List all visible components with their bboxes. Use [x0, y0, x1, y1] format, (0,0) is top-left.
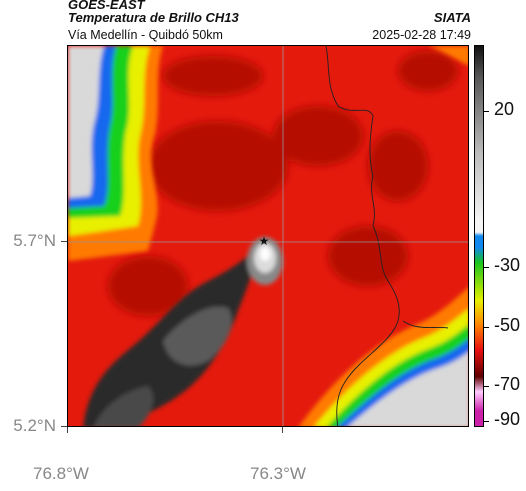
lon-tick-mark	[282, 427, 283, 433]
product-name: GOES-EAST	[68, 0, 145, 12]
colorbar-tick-label: -90	[494, 409, 521, 429]
colorbar-tick-mark	[484, 111, 489, 112]
lat-tick-label: 5.2°N	[13, 416, 56, 435]
south-east-cloud-bands	[299, 46, 468, 426]
map-title: Temperatura de Brillo CH13	[68, 10, 239, 25]
colorbar	[474, 45, 484, 427]
colorbar-tick-mark	[484, 421, 489, 422]
north-west-cloud-bands	[68, 46, 163, 261]
deep-red-patches	[108, 51, 458, 316]
lat-tick-mark	[61, 426, 67, 427]
subtitle-row: Vía Medellín - Quibdó 50km 2025-02-28 17…	[68, 28, 471, 44]
colorbar-tick-label: -70	[494, 374, 521, 394]
border-line	[325, 46, 400, 426]
colorbar-tick-mark	[484, 386, 489, 387]
datetime-label: 2025-02-28 17:49	[372, 28, 471, 42]
title-row: Temperatura de Brillo CH13 SIATA	[68, 10, 471, 26]
source-label: SIATA	[433, 10, 471, 25]
lon-tick-label: 76.8°W	[33, 464, 89, 483]
region-label: Vía Medellín - Quibdó 50km	[68, 28, 223, 42]
colorbar-tick-label: -30	[494, 255, 521, 275]
cold-cloud-top	[83, 237, 283, 426]
satellite-map[interactable]: ★	[67, 45, 469, 427]
border-line-2	[402, 320, 449, 329]
colorbar-tick-mark	[484, 267, 489, 268]
lon-tick-mark	[67, 427, 68, 433]
lat-tick-mark	[61, 241, 67, 242]
colorbar-tick-label: -50	[494, 315, 521, 335]
colorbar-tick-mark	[484, 327, 489, 328]
lon-tick-label: 76.3°W	[250, 464, 306, 483]
brightness-temperature-field: ★	[68, 46, 468, 426]
colorbar-tick-label: 20	[494, 99, 515, 119]
city-marker: ★	[259, 234, 270, 248]
lat-tick-label: 5.7°N	[13, 231, 56, 250]
